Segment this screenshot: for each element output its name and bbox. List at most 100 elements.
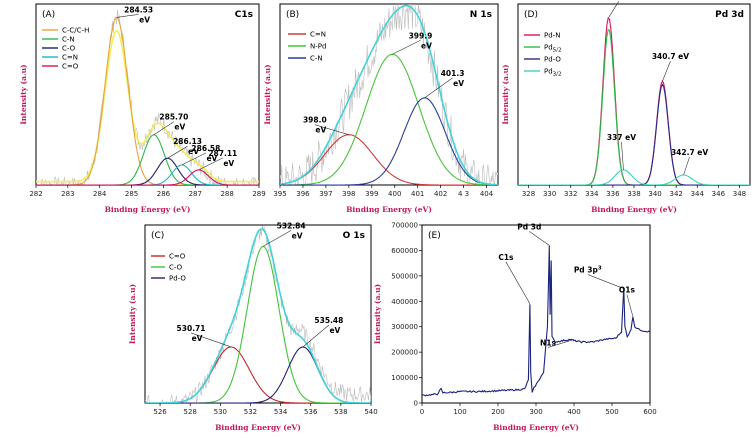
x-tick-label: 528 <box>184 408 197 416</box>
annotation-unit: eV <box>315 126 326 135</box>
annotation-unit: eV <box>329 326 340 335</box>
series-envelope <box>36 29 259 183</box>
annotation-unit: eV <box>192 334 203 343</box>
legend-label: N-Pd <box>310 43 326 51</box>
annotation-leader <box>608 1 619 18</box>
peak-annotation: 286.58 <box>191 144 220 153</box>
series-raw <box>280 4 498 185</box>
peak-annotation: 285.70 <box>159 113 188 122</box>
annotation-leader <box>626 294 634 317</box>
peak-annotation: 535.48 <box>314 316 343 325</box>
peak-annotation: C1s <box>498 253 514 262</box>
x-tick-label: 526 <box>153 408 167 416</box>
peak-annotation: 532.84 <box>277 221 306 230</box>
x-tick-label: 401 <box>411 190 424 198</box>
x-tick-label: 100 <box>453 408 466 416</box>
y-tick-label: 300000 <box>391 323 418 331</box>
x-tick-label: 400 <box>567 408 580 416</box>
peak-annotation: 284.53 <box>124 5 153 14</box>
series-envelope <box>280 4 498 185</box>
x-tick-label: 538 <box>334 408 347 416</box>
series-pd3-2 <box>518 169 750 185</box>
annotation-unit: eV <box>174 123 185 132</box>
x-tick-label: 330 <box>543 190 556 198</box>
x-tick-label: 348 <box>733 190 746 198</box>
x-tick-label: 346 <box>712 190 726 198</box>
y-axis-label: Intensity (a.u) <box>128 284 137 344</box>
panel-frame <box>144 224 372 404</box>
y-axis-label: Intensity (a.u) <box>263 64 272 124</box>
peak-annotation: 401.3 <box>441 69 465 78</box>
panel-letter: (E) <box>428 231 441 241</box>
x-tick-label: 332 <box>564 190 577 198</box>
annotation-superscript: 3 <box>598 266 602 272</box>
y-tick-label: 400000 <box>391 298 418 306</box>
series-raw <box>36 9 259 185</box>
annotation-unit: eV <box>206 154 217 163</box>
x-tick-label: 536 <box>304 408 318 416</box>
peak-annotation: 342.7 eV <box>671 148 708 157</box>
x-tick-label: 334 <box>585 190 599 198</box>
peak-annotation: 287.11 <box>208 149 237 158</box>
curves <box>280 4 498 185</box>
panel-title: O 1s <box>343 231 365 241</box>
y-tick-label: 600000 <box>391 247 418 255</box>
panel-frame <box>279 3 499 186</box>
annotation-unit: eV <box>453 79 464 88</box>
annotation-leader <box>621 141 624 170</box>
legend-label: Pd5/2 <box>544 44 562 54</box>
series-n-pd <box>280 53 498 185</box>
panel-a: 282 283 284 285 286 287 288 289 Binding Energy (… <box>19 3 266 214</box>
legend-label: C-N <box>310 55 323 63</box>
panel-b: 395 396 397 398 399 400 401 402 4 3 404 Binding En… <box>263 3 499 214</box>
legend-label: Pd3/2 <box>544 68 562 78</box>
peak-annotation: 340.7 eV <box>652 52 689 61</box>
peak-annotation: 530.71 <box>177 324 206 333</box>
annotation-leader <box>302 324 330 348</box>
x-tick-label: 600 <box>643 408 656 416</box>
x-tick-label: 288 <box>220 190 233 198</box>
x-tick-label: 285 <box>125 190 138 198</box>
peak-annotation: 399.9 <box>409 31 433 40</box>
x-tick-label: 402 <box>434 190 447 198</box>
x-tick-label: 530 <box>214 408 227 416</box>
annotation-unit: eV <box>223 159 234 168</box>
annotation-leader <box>529 231 550 246</box>
x-tick-label: 400 <box>388 190 401 198</box>
annotation-leader <box>262 230 292 247</box>
annotation-leader <box>181 152 207 166</box>
panel-title: N 1s <box>470 10 492 20</box>
annotation-leader <box>116 14 139 18</box>
peak-annotation: N1s <box>540 338 556 347</box>
peak-annotation: 337 eV <box>607 133 636 142</box>
x-tick-label: 283 <box>61 190 74 198</box>
x-axis-label: Binding Energy (eV) <box>346 205 432 214</box>
x-tick-label: 344 <box>691 190 705 198</box>
curves <box>36 9 259 185</box>
x-tick-label: 336 <box>606 190 620 198</box>
y-tick-label: 200000 <box>391 349 418 357</box>
x-tick-label: 300 <box>529 408 542 416</box>
x-tick-label: 0 <box>420 408 424 416</box>
panel-title: C1s <box>235 10 253 20</box>
series-c-o <box>145 245 371 403</box>
annotation-leader <box>190 332 232 348</box>
annotation-unit: eV <box>292 231 303 240</box>
annotation-leader <box>392 40 421 55</box>
peak-annotation: 398.0 <box>303 116 327 125</box>
x-axis-label: Binding Energy (eV) <box>591 205 677 214</box>
panel-letter: (C) <box>151 231 164 241</box>
series-pd-n <box>518 16 750 185</box>
series-c-n <box>280 134 498 185</box>
legend-subscript: 5/2 <box>553 48 562 54</box>
panel-e: 0 100 200 300 400 500 600 0 100000 200000 300000 40… <box>373 222 657 433</box>
annotation-leader <box>547 339 575 348</box>
series-c-o <box>36 169 259 185</box>
legend-label: C=N <box>310 31 326 39</box>
x-tick-label: 404 <box>480 190 494 198</box>
series-envelope <box>145 228 371 403</box>
x-tick-label: 532 <box>244 408 257 416</box>
panel-title: Pd 3d <box>715 10 744 20</box>
panel-frame <box>421 224 651 404</box>
curves <box>145 225 371 403</box>
